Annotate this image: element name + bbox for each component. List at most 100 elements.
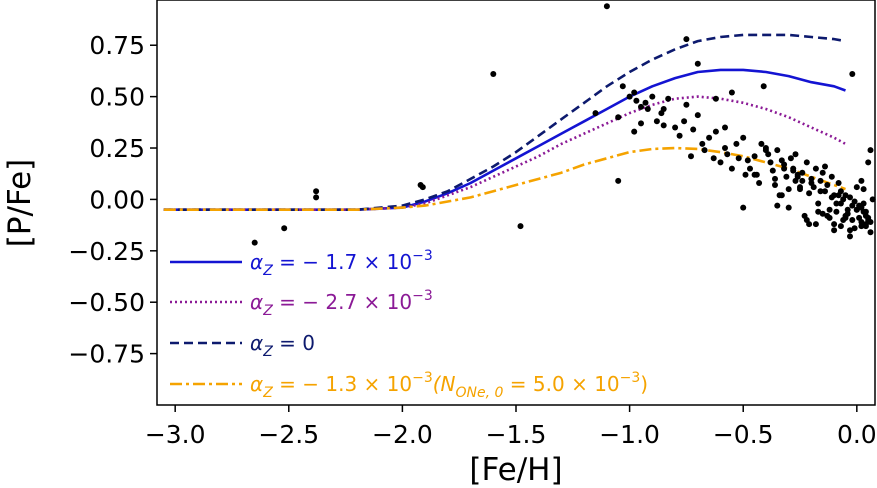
- series-line-3: [163, 33, 846, 211]
- data-point: [858, 204, 865, 211]
- data-point: [722, 145, 728, 151]
- data-point: [626, 93, 633, 100]
- data-point: [774, 202, 781, 209]
- data-point: [744, 157, 751, 164]
- data-point: [683, 36, 690, 43]
- data-point: [281, 225, 288, 232]
- data-point: [833, 208, 840, 215]
- data-point: [688, 153, 694, 160]
- data-point: [806, 221, 813, 228]
- data-point: [808, 180, 815, 186]
- series-line-4: [163, 146, 846, 211]
- data-point: [313, 194, 320, 201]
- data-point: [781, 165, 788, 172]
- data-point: [849, 71, 856, 77]
- legend-label: αZ = − 1.7 × 10−3: [250, 248, 433, 279]
- x-axis-label: [Fe/H]: [469, 452, 562, 488]
- x-tick-label: −1.5: [486, 420, 547, 449]
- data-point: [835, 180, 842, 186]
- observed-points: [251, 3, 876, 246]
- data-point: [690, 126, 697, 133]
- data-point: [831, 227, 838, 234]
- data-point: [672, 124, 679, 131]
- data-point: [758, 140, 765, 147]
- data-point: [722, 124, 728, 131]
- data-point: [699, 140, 706, 147]
- data-point: [785, 204, 792, 211]
- data-point: [831, 221, 838, 228]
- data-point: [794, 173, 801, 180]
- legend-label: αZ = − 2.7 × 10−3: [250, 288, 433, 319]
- data-point: [701, 147, 708, 154]
- data-point: [812, 165, 819, 172]
- data-point: [824, 182, 831, 188]
- y-tick-label: 0.50: [89, 83, 145, 112]
- data-point: [858, 223, 865, 230]
- data-point: [644, 106, 651, 112]
- data-point: [735, 155, 742, 162]
- data-point: [603, 3, 610, 10]
- data-point: [592, 110, 599, 117]
- data-point: [847, 194, 853, 201]
- data-point: [665, 95, 672, 102]
- data-point: [828, 173, 835, 180]
- data-point: [799, 169, 806, 176]
- data-point: [728, 89, 735, 96]
- data-point: [865, 159, 872, 166]
- data-point: [806, 190, 813, 197]
- data-point: [819, 210, 826, 217]
- x-tick-label: 0.0: [837, 420, 877, 449]
- data-point: [633, 97, 640, 104]
- data-point: [799, 177, 806, 184]
- data-point: [694, 112, 701, 119]
- data-point: [869, 196, 876, 203]
- x-tick-label: −1.0: [599, 420, 660, 449]
- data-point: [787, 155, 794, 162]
- data-point: [419, 184, 426, 191]
- data-point: [742, 171, 749, 178]
- legend-label: αZ = 0: [250, 331, 315, 360]
- data-point: [808, 175, 815, 182]
- data-point: [815, 208, 822, 215]
- y-tick-label: −0.75: [68, 340, 145, 369]
- data-point: [712, 128, 719, 135]
- data-point: [681, 118, 688, 125]
- data-point: [803, 159, 810, 166]
- data-point: [778, 192, 785, 199]
- data-point: [837, 223, 844, 230]
- data-point: [631, 128, 638, 135]
- data-point: [751, 153, 758, 160]
- data-point: [797, 184, 803, 191]
- data-point: [756, 180, 763, 186]
- data-point: [817, 188, 824, 195]
- data-point: [740, 204, 747, 211]
- data-point: [728, 165, 735, 172]
- data-point: [615, 177, 622, 184]
- data-point: [660, 122, 667, 129]
- data-point: [822, 188, 828, 195]
- y-tick-label: 0.25: [89, 134, 145, 163]
- data-point: [851, 225, 858, 232]
- x-tick-label: −2.5: [258, 420, 319, 449]
- data-point: [760, 83, 767, 90]
- y-axis-label: [P/Fe]: [2, 159, 38, 248]
- data-point: [858, 219, 865, 225]
- series-line-2: [163, 95, 847, 211]
- data-point: [706, 134, 713, 141]
- legend: αZ = − 1.7 × 10−3 αZ = − 2.7 × 10−3 αZ = 0…: [170, 248, 648, 401]
- y-tick-label: −0.25: [68, 237, 145, 266]
- data-point: [769, 167, 776, 174]
- data-point: [837, 200, 844, 207]
- data-point: [313, 188, 320, 195]
- data-point: [824, 212, 831, 219]
- data-point: [740, 134, 747, 141]
- data-point: [712, 95, 719, 102]
- x-tick-label: −3.0: [145, 420, 206, 449]
- data-point: [733, 140, 740, 147]
- data-point: [817, 177, 824, 184]
- data-point: [849, 202, 856, 209]
- data-point: [517, 223, 524, 230]
- data-point: [835, 192, 842, 199]
- data-point: [847, 233, 853, 240]
